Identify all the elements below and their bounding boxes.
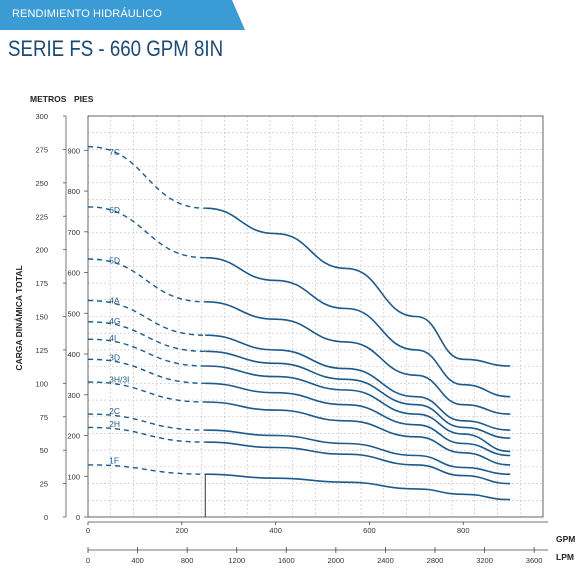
gpm-tick-label: 400 [269, 526, 282, 535]
curve-label-2C: 2C [109, 406, 120, 416]
pies-tick-label: 200 [67, 432, 80, 441]
y-axis-title: CARGA DINÁMICA TOTAL [14, 265, 24, 370]
curve-dashed-4A [87, 299, 206, 336]
pies-tick-label: 700 [67, 228, 80, 237]
lpm-tick-label: 1600 [278, 556, 295, 565]
lpm-tick-label: 1200 [228, 556, 245, 565]
curve-dashed-4I [87, 338, 206, 367]
lpm-tick-label: 2800 [427, 556, 444, 565]
curve-solid-5D [205, 301, 511, 415]
lpm-tick-label: 0 [86, 556, 90, 565]
curve-label-4I: 4I [109, 333, 116, 343]
curve-label-5D: 5D [109, 256, 120, 266]
pies-tick-label: 400 [67, 350, 80, 359]
curve-label-4A: 4A [109, 296, 120, 306]
metros-tick-label: 0 [44, 513, 48, 522]
metros-tick-label: 250 [35, 179, 48, 188]
metros-tick-label: 275 [35, 145, 48, 154]
metros-tick-label: 225 [35, 212, 48, 221]
pies-tick-label: 800 [67, 187, 80, 196]
curve-solid-1F [205, 473, 511, 501]
pies-tick-label: 500 [67, 309, 80, 318]
pies-axis-title: PIES [74, 94, 94, 104]
metros-tick-label: 25 [40, 480, 48, 489]
curve-solid-6D [205, 256, 511, 398]
metros-axis-title: METROS [30, 94, 67, 104]
curve-solid-2H [205, 441, 511, 485]
curve-solid-3H/3I [205, 401, 511, 466]
gpm-tick-label: 200 [176, 526, 189, 535]
curve-dashed-6D [87, 206, 206, 259]
curve-label-6D: 6D [109, 205, 120, 215]
curve-label-7C: 7C [109, 147, 120, 157]
banner-background [0, 0, 245, 30]
page-title: SERIE FS - 660 GPM 8IN [8, 36, 224, 61]
lpm-tick-label: 400 [131, 556, 144, 565]
curve-dashed-2C [87, 413, 206, 431]
section-banner: RENDIMIENTO HIDRÁULICO [0, 0, 245, 30]
gpm-axis-title: GPM [556, 534, 575, 544]
metros-tick-label: 100 [35, 379, 48, 388]
metros-tick-label: 125 [35, 346, 48, 355]
lpm-tick-label: 2000 [328, 556, 345, 565]
curve-solid-2C [205, 429, 511, 475]
pies-tick-label: 600 [67, 269, 80, 278]
gpm-tick-label: 600 [363, 526, 376, 535]
pies-tick-label: 100 [67, 472, 80, 481]
metros-tick-label: 150 [35, 313, 48, 322]
curve-label-1F: 1F [109, 456, 119, 466]
curve-label-3H/3I: 3H/3I [109, 375, 129, 385]
lpm-tick-label: 3600 [526, 556, 543, 565]
curve-solid-7C [205, 207, 511, 367]
pies-tick-label: 900 [67, 146, 80, 155]
curve-dashed-2H [87, 426, 206, 443]
curve-label-2H: 2H [109, 419, 120, 429]
metros-tick-label: 175 [35, 279, 48, 288]
curve-dashed-1F [87, 464, 206, 475]
lpm-tick-label: 2400 [377, 556, 394, 565]
gpm-tick-label: 800 [457, 526, 470, 535]
curve-label-4G: 4G [109, 316, 120, 326]
metros-tick-label: 300 [35, 112, 48, 121]
lpm-axis-title: LPM [556, 552, 574, 562]
metros-tick-label: 75 [40, 413, 48, 422]
lpm-tick-label: 800 [181, 556, 194, 565]
plot-frame [87, 115, 544, 518]
banner-label: RENDIMIENTO HIDRÁULICO [12, 8, 162, 20]
curve-dashed-3D [87, 358, 206, 384]
curve-solid-3D [205, 382, 511, 457]
curve-solid-4G [205, 350, 511, 439]
curve-dashed-4G [87, 321, 206, 352]
metros-tick-label: 200 [35, 246, 48, 255]
metros-tick-label: 50 [40, 446, 48, 455]
curve-solid-4A [205, 334, 511, 431]
curve-dashed-3H/3I [87, 381, 206, 403]
banner-shape [0, 0, 245, 30]
curve-solid-4I [205, 365, 511, 453]
pies-tick-label: 0 [76, 513, 80, 522]
gpm-tick-label: 0 [86, 526, 90, 535]
curve-label-3D: 3D [109, 353, 120, 363]
curve-dashed-5D [87, 258, 206, 303]
pies-tick-label: 300 [67, 391, 80, 400]
curve-dashed-7C [87, 146, 206, 209]
lpm-tick-label: 3200 [476, 556, 493, 565]
